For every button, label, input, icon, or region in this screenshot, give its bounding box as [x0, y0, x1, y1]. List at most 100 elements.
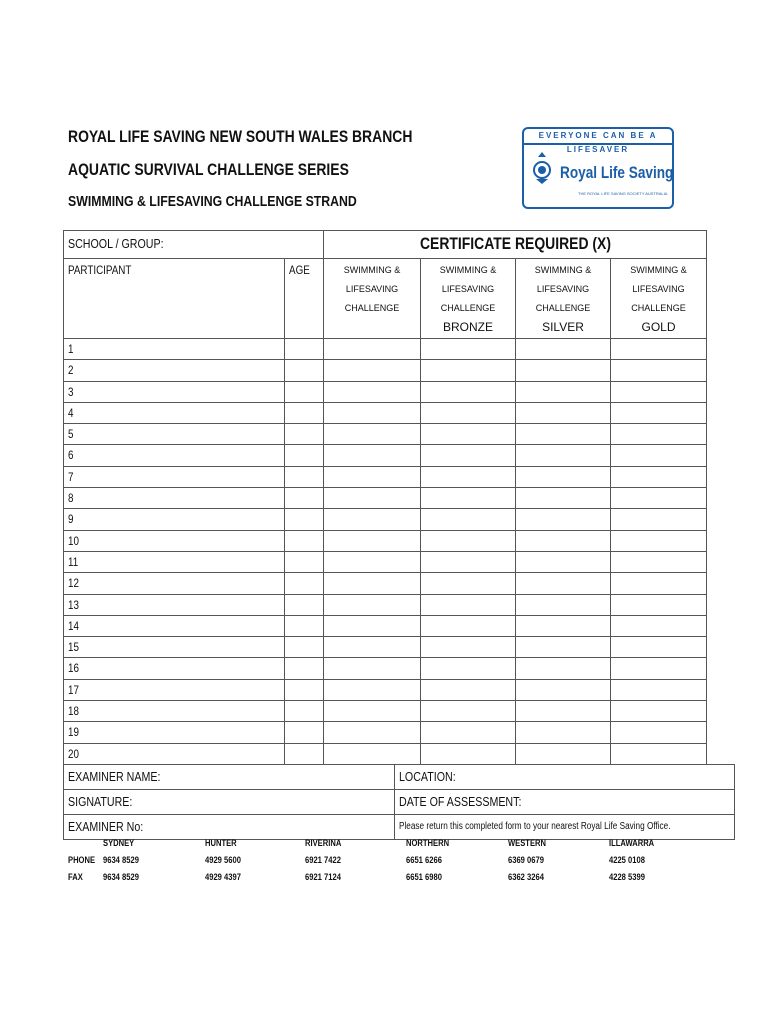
certificate-cell[interactable]	[610, 529, 707, 552]
participant-cell[interactable]: 9	[63, 508, 285, 531]
certificate-cell[interactable]	[420, 380, 516, 403]
certificate-cell[interactable]	[515, 465, 611, 489]
age-cell[interactable]	[284, 614, 324, 638]
participant-cell[interactable]: 17	[63, 678, 285, 702]
participant-cell[interactable]: 19	[63, 721, 285, 744]
certificate-cell[interactable]	[323, 487, 421, 510]
school-group-field[interactable]: SCHOOL / GROUP:	[63, 230, 324, 259]
certificate-cell[interactable]	[610, 593, 707, 616]
certificate-cell[interactable]	[420, 487, 516, 510]
certificate-cell[interactable]	[515, 572, 611, 595]
certificate-cell[interactable]	[515, 508, 611, 531]
certificate-cell[interactable]	[323, 444, 421, 467]
certificate-cell[interactable]	[610, 423, 707, 446]
age-cell[interactable]	[284, 636, 324, 659]
certificate-cell[interactable]	[515, 444, 611, 467]
age-cell[interactable]	[284, 508, 324, 531]
age-cell[interactable]	[284, 678, 324, 702]
age-cell[interactable]	[284, 550, 324, 574]
certificate-cell[interactable]	[420, 359, 516, 382]
certificate-cell[interactable]	[515, 337, 611, 361]
participant-cell[interactable]: 2	[63, 359, 285, 382]
age-cell[interactable]	[284, 337, 324, 361]
certificate-cell[interactable]	[610, 721, 707, 744]
age-cell[interactable]	[284, 465, 324, 489]
certificate-cell[interactable]	[610, 508, 707, 531]
participant-cell[interactable]: 16	[63, 657, 285, 680]
age-cell[interactable]	[284, 444, 324, 467]
certificate-cell[interactable]	[323, 593, 421, 616]
certificate-cell[interactable]	[515, 657, 611, 680]
certificate-cell[interactable]	[420, 508, 516, 531]
certificate-cell[interactable]	[420, 657, 516, 680]
certificate-cell[interactable]	[323, 529, 421, 552]
participant-cell[interactable]: 13	[63, 593, 285, 616]
certificate-cell[interactable]	[323, 359, 421, 382]
certificate-cell[interactable]	[610, 380, 707, 403]
certificate-cell[interactable]	[515, 359, 611, 382]
certificate-cell[interactable]	[610, 657, 707, 680]
participant-cell[interactable]: 10	[63, 529, 285, 552]
examiner-number-field[interactable]: EXAMINER No:	[63, 814, 395, 840]
certificate-cell[interactable]	[420, 572, 516, 595]
age-cell[interactable]	[284, 742, 324, 765]
age-cell[interactable]	[284, 700, 324, 723]
certificate-cell[interactable]	[610, 636, 707, 659]
certificate-cell[interactable]	[610, 742, 707, 765]
certificate-cell[interactable]	[420, 529, 516, 552]
participant-cell[interactable]: 6	[63, 444, 285, 467]
certificate-cell[interactable]	[420, 636, 516, 659]
certificate-cell[interactable]	[323, 636, 421, 659]
certificate-cell[interactable]	[323, 337, 421, 361]
certificate-cell[interactable]	[420, 742, 516, 765]
certificate-cell[interactable]	[323, 508, 421, 531]
participant-cell[interactable]: 12	[63, 572, 285, 595]
certificate-cell[interactable]	[515, 678, 611, 702]
certificate-cell[interactable]	[515, 721, 611, 744]
certificate-cell[interactable]	[515, 636, 611, 659]
certificate-cell[interactable]	[323, 657, 421, 680]
certificate-cell[interactable]	[515, 380, 611, 403]
certificate-cell[interactable]	[610, 359, 707, 382]
age-cell[interactable]	[284, 359, 324, 382]
participant-cell[interactable]: 20	[63, 742, 285, 765]
certificate-cell[interactable]	[420, 444, 516, 467]
participant-cell[interactable]: 4	[63, 401, 285, 425]
certificate-cell[interactable]	[610, 614, 707, 638]
certificate-cell[interactable]	[323, 550, 421, 574]
participant-cell[interactable]: 7	[63, 465, 285, 489]
certificate-cell[interactable]	[420, 337, 516, 361]
certificate-cell[interactable]	[420, 700, 516, 723]
certificate-cell[interactable]	[420, 550, 516, 574]
certificate-cell[interactable]	[323, 721, 421, 744]
participant-cell[interactable]: 8	[63, 487, 285, 510]
signature-field[interactable]: SIGNATURE:	[63, 789, 395, 815]
certificate-cell[interactable]	[515, 487, 611, 510]
certificate-cell[interactable]	[515, 593, 611, 616]
date-of-assessment-field[interactable]: DATE OF ASSESSMENT:	[393, 789, 736, 815]
certificate-cell[interactable]	[610, 401, 707, 425]
certificate-cell[interactable]	[323, 423, 421, 446]
certificate-cell[interactable]	[323, 401, 421, 425]
certificate-cell[interactable]	[610, 550, 707, 574]
participant-cell[interactable]: 3	[63, 380, 285, 403]
certificate-cell[interactable]	[323, 465, 421, 489]
certificate-cell[interactable]	[610, 337, 707, 361]
participant-cell[interactable]: 18	[63, 700, 285, 723]
examiner-name-field[interactable]: EXAMINER NAME:	[63, 764, 395, 790]
age-cell[interactable]	[284, 423, 324, 446]
certificate-cell[interactable]	[420, 423, 516, 446]
certificate-cell[interactable]	[515, 550, 611, 574]
certificate-cell[interactable]	[515, 700, 611, 723]
age-cell[interactable]	[284, 401, 324, 425]
certificate-cell[interactable]	[515, 401, 611, 425]
certificate-cell[interactable]	[610, 700, 707, 723]
certificate-cell[interactable]	[420, 614, 516, 638]
certificate-cell[interactable]	[515, 614, 611, 638]
age-cell[interactable]	[284, 657, 324, 680]
age-cell[interactable]	[284, 721, 324, 744]
certificate-cell[interactable]	[610, 465, 707, 489]
certificate-cell[interactable]	[610, 572, 707, 595]
participant-cell[interactable]: 15	[63, 636, 285, 659]
location-field[interactable]: LOCATION:	[393, 764, 736, 790]
